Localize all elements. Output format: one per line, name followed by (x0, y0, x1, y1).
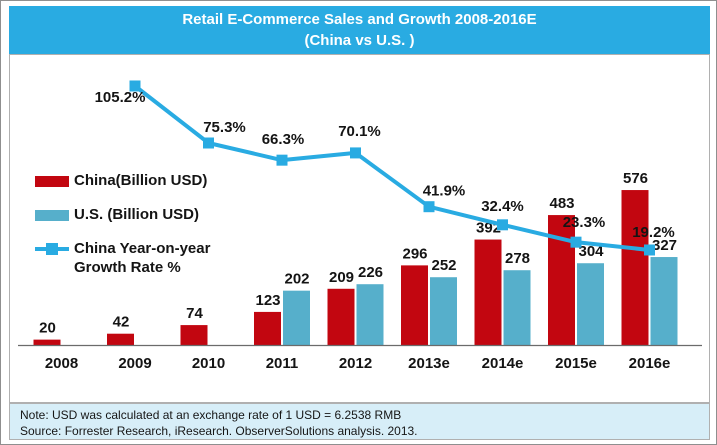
bar-label-us-2015e: 304 (578, 243, 604, 260)
us-bar-swatch-icon (35, 210, 69, 221)
bar-label-china-2015e: 483 (549, 195, 574, 212)
bar-label-us-2011: 202 (284, 271, 309, 288)
bar-china-2011 (254, 311, 281, 345)
chart-panel: 20 2008 42 2009 74 2010 123 202 2011 209 226 2012 29… (9, 54, 710, 403)
x-axis-label-2010: 2010 (192, 355, 225, 372)
bar-china-2009 (107, 333, 134, 345)
bar-us-2012 (356, 284, 384, 345)
note-panel: Note: USD was calculated at an exchange … (9, 403, 710, 440)
legend: China(Billion USD) U.S. (Billion USD) Ch… (35, 171, 265, 277)
bar-china-2016e (621, 190, 649, 345)
legend-item-china: China(Billion USD) (35, 171, 265, 190)
bar-label-china-2008: 20 (39, 320, 56, 337)
growth-line-swatch-icon (35, 243, 69, 255)
bar-china-2008 (33, 339, 61, 345)
growth-label-2011: 66.3% (262, 131, 305, 148)
growth-label-2010: 75.3% (203, 119, 246, 136)
note-line-1: Note: USD was calculated at an exchange … (20, 408, 402, 422)
x-axis-label-2012: 2012 (339, 355, 372, 372)
growth-marker-2010 (203, 137, 214, 149)
title-line-1: Retail E-Commerce Sales and Growth 2008-… (182, 11, 537, 28)
growth-marker-2016e (644, 244, 655, 256)
growth-line-marker-icon (46, 243, 58, 255)
bar-label-china-2010: 74 (186, 305, 203, 322)
note-line-2: Source: Forrester Research, iResearch. O… (20, 424, 418, 438)
growth-label-2015e: 23.3% (563, 214, 606, 231)
title-line-2: (China vs U.S. ) (304, 32, 415, 49)
growth-line (133, 84, 650, 252)
china-bar-swatch-icon (35, 176, 69, 187)
growth-marker-2009 (129, 80, 141, 92)
growth-label-2012: 70.1% (338, 123, 381, 140)
title-bar: Retail E-Commerce Sales and Growth 2008-… (9, 6, 710, 54)
x-axis-label-2015e: 2015e (555, 355, 597, 372)
bar-us-2016e (650, 257, 678, 345)
growth-marker-2012 (350, 147, 361, 159)
bar-us-2013e (430, 277, 457, 345)
bar-label-us-2013e: 252 (431, 257, 456, 274)
x-axis-label-2008: 2008 (45, 355, 78, 372)
bar-china-2014e (474, 239, 502, 345)
growth-label-2009: 105.2% (95, 89, 146, 106)
legend-item-growth: China Year-on-year Growth Rate % (35, 239, 265, 277)
bar-china-2013e (401, 265, 428, 345)
bar-label-us-2014e: 278 (505, 250, 530, 267)
growth-marker-2014e (497, 219, 508, 231)
bar-label-china-2009: 42 (113, 314, 130, 331)
legend-label-china: China(Billion USD) (74, 172, 208, 189)
legend-item-us: U.S. (Billion USD) (35, 205, 265, 224)
growth-label-2014e: 32.4% (481, 198, 524, 215)
growth-marker-2013e (423, 201, 435, 213)
growth-label-2013e: 41.9% (423, 183, 466, 200)
x-axis-label-2009: 2009 (118, 355, 151, 372)
bar-us-2014e (503, 270, 531, 345)
bar-label-us-2016e: 327 (652, 237, 677, 254)
bar-label-china-2016e: 576 (623, 170, 648, 187)
x-axis-label-2011: 2011 (266, 355, 299, 372)
bar-label-us-2012: 226 (358, 264, 383, 281)
bar-label-china-2012: 209 (329, 269, 354, 286)
bar-us-2011 (283, 290, 310, 345)
growth-marker-2015e (570, 236, 582, 248)
x-axis-label-2014e: 2014e (482, 355, 524, 372)
x-axis-label-2016e: 2016e (629, 355, 671, 372)
legend-label-growth: China Year-on-year Growth Rate % (74, 240, 211, 276)
bar-label-china-2013e: 296 (402, 245, 427, 262)
bar-china-2012 (327, 288, 355, 345)
bar-us-2015e (577, 263, 604, 345)
legend-label-us: U.S. (Billion USD) (74, 206, 199, 223)
x-axis-label-2013e: 2013e (408, 355, 450, 372)
bar-label-china-2011: 123 (255, 292, 280, 309)
bar-china-2010 (180, 325, 208, 345)
growth-label-2016e: 19.2% (632, 224, 675, 241)
growth-marker-2011 (276, 154, 288, 166)
